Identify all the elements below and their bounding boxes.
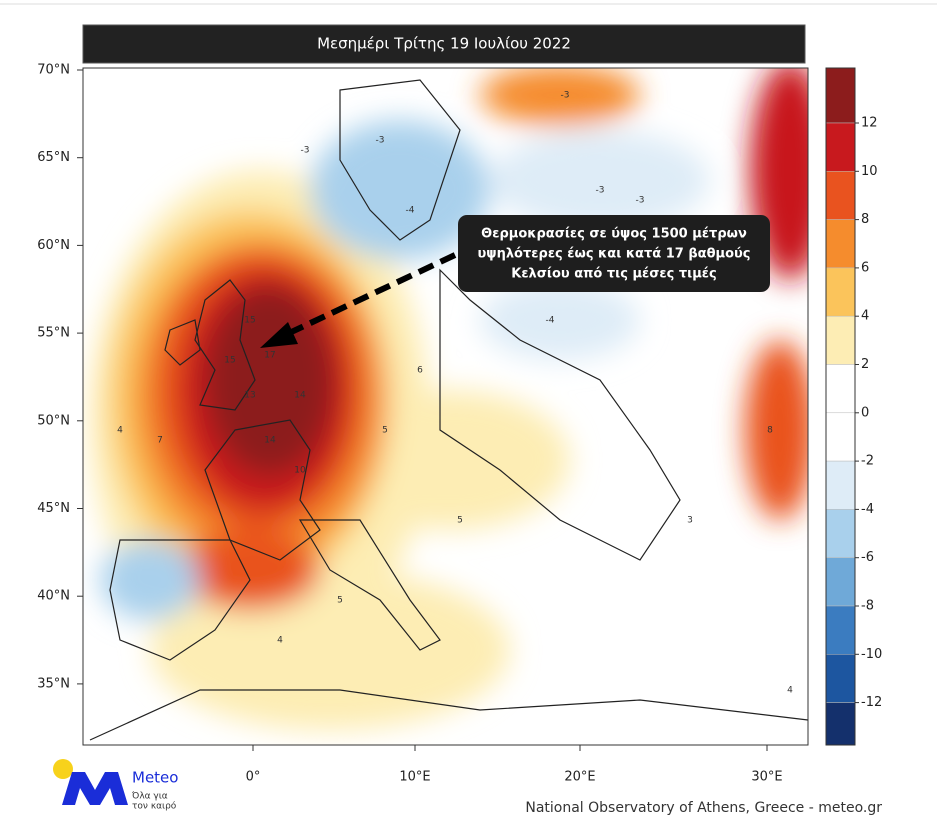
contour-label: 17: [264, 351, 275, 361]
colorbar-bin: [825, 605, 856, 655]
contour-label: 5: [382, 426, 388, 436]
arrow-head: [260, 322, 298, 348]
arrow-line: [283, 252, 457, 338]
logo-dot: [53, 759, 73, 779]
contour-label: -3: [376, 136, 385, 146]
lat-label: 65°N: [37, 150, 70, 165]
contour-label: 4: [117, 426, 123, 436]
contour-label: -3: [561, 91, 570, 101]
colorbar-bin: [825, 654, 856, 703]
contour-label: -3: [301, 146, 310, 156]
colorbar-bin: [825, 364, 856, 414]
lon-label: 20°E: [564, 770, 595, 785]
callout-line: Θερμοκρασίες σε ύψος 1500 μέτρων: [481, 227, 747, 242]
lat-label: 40°N: [37, 589, 70, 604]
lat-label: 60°N: [37, 238, 70, 253]
colorbar-label: 6: [861, 260, 869, 275]
contour-label: -3: [636, 196, 645, 206]
coastlines: [89, 79, 808, 741]
colorbar-frame: [825, 67, 856, 746]
lat-label: 70°N: [37, 63, 70, 78]
contour-label: 10: [294, 466, 306, 476]
colorbar-bin: [825, 267, 856, 317]
callout-box: [458, 215, 770, 292]
lat-label: 50°N: [37, 413, 70, 428]
map-frame: [82, 67, 809, 746]
colorbar-bin: [825, 509, 856, 558]
contour-label: 8: [767, 426, 773, 436]
colorbar-label: -10: [861, 647, 882, 662]
colorbar-label: 2: [861, 357, 869, 372]
colorbar-bin: [825, 557, 856, 607]
contour-label: -4: [406, 206, 415, 216]
lon-label: 0°: [246, 770, 261, 785]
callout-text: Θερμοκρασίες σε ύψος 1500 μέτρων υψηλότερ…: [477, 227, 750, 282]
contour-label: 7: [157, 436, 163, 446]
contour-label: 6: [417, 366, 423, 376]
colorbar-label: -8: [861, 599, 874, 614]
colorbar-label: 4: [861, 309, 869, 324]
contour-label: 5: [457, 516, 463, 526]
contour-label: 4: [787, 686, 793, 696]
lon-label: 30°E: [751, 770, 782, 785]
lat-label: 55°N: [37, 326, 70, 341]
logo-mark: [62, 772, 128, 805]
callout-line: υψηλότερες έως και κατά 17 βαθμούς: [477, 247, 750, 262]
colorbar-bin: [825, 67, 856, 124]
colorbar-label: 10: [861, 164, 878, 179]
contour-label: 13: [244, 391, 255, 401]
logo-tagline: Όλα για: [131, 791, 168, 802]
colorbar-bin: [825, 412, 856, 462]
colorbar-bin: [825, 460, 856, 510]
colorbar-bin: [825, 315, 856, 365]
contour-label: 14: [264, 436, 276, 446]
contour-label: -3: [596, 186, 605, 196]
contour-label: 5: [337, 596, 343, 606]
logo-name: Meteo: [132, 769, 178, 787]
lat-label: 45°N: [37, 501, 70, 516]
colorbar-bin: [825, 219, 856, 269]
title-bar: [82, 24, 806, 64]
lon-label: 10°E: [399, 770, 430, 785]
colorbar-bin: [825, 171, 856, 220]
title: Μεσημέρι Τρίτης 19 Ιουλίου 2022: [317, 35, 571, 53]
lat-label: 35°N: [37, 676, 70, 691]
colorbar-label: -4: [861, 502, 874, 517]
callout-line: Κελσίου από τις μέσες τιμές: [511, 267, 717, 282]
colorbar: 12 10 8 6 4 2 0 -2 -4 -6 -8 -10 -12: [825, 67, 882, 746]
contour-label: 3: [687, 516, 693, 526]
colorbar-label: 0: [861, 405, 869, 420]
colorbar-bin: [825, 122, 856, 172]
logo-tagline: τον καιρό: [132, 801, 177, 812]
contour-label: 14: [294, 391, 306, 401]
contour-label: 4: [277, 636, 283, 646]
contour-label: 15: [224, 356, 235, 366]
colorbar-label: -12: [861, 695, 882, 710]
colorbar-label: 8: [861, 212, 869, 227]
colorbar-label: -6: [861, 550, 874, 565]
map: [83, 68, 808, 745]
footer-credit: National Observatory of Athens, Greece -…: [525, 800, 882, 816]
contour-labels: 15 15 17 14 14 13 10 7 6 5 5 4 -3 -3 -4 -3 -4 -3 4 5 8 3 -3 4: [117, 91, 793, 696]
colorbar-bin: [825, 702, 856, 746]
contour-label: 15: [244, 316, 255, 326]
colorbar-label: 12: [861, 116, 878, 131]
contour-label: -4: [546, 316, 555, 326]
colorbar-label: -2: [861, 454, 874, 469]
